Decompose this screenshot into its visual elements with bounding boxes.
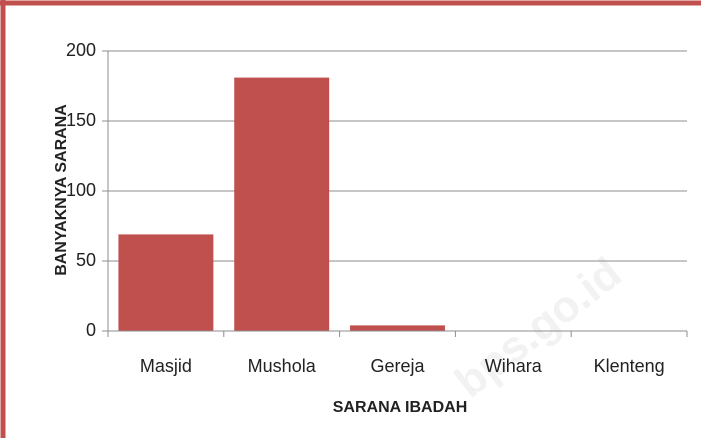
y-axis-title: BANYAKNYA SARANA xyxy=(53,104,70,276)
y-tick-label: 0 xyxy=(86,320,96,340)
x-tick-label: Mushola xyxy=(248,356,317,376)
y-tick-label: 200 xyxy=(66,40,96,60)
y-tick-label: 100 xyxy=(66,180,96,200)
bar xyxy=(350,325,445,331)
x-tick-label: Gereja xyxy=(370,356,425,376)
x-tick-label: Masjid xyxy=(140,356,192,376)
watermark: bps.go.id xyxy=(446,248,630,407)
y-tick-label: 150 xyxy=(66,110,96,130)
x-axis-title: SARANA IBADAH xyxy=(333,399,468,416)
x-tick-label: Wihara xyxy=(485,356,543,376)
y-tick-label: 50 xyxy=(76,250,96,270)
bar xyxy=(234,77,330,331)
x-tick-label: Klenteng xyxy=(594,356,665,376)
bar xyxy=(118,234,214,331)
